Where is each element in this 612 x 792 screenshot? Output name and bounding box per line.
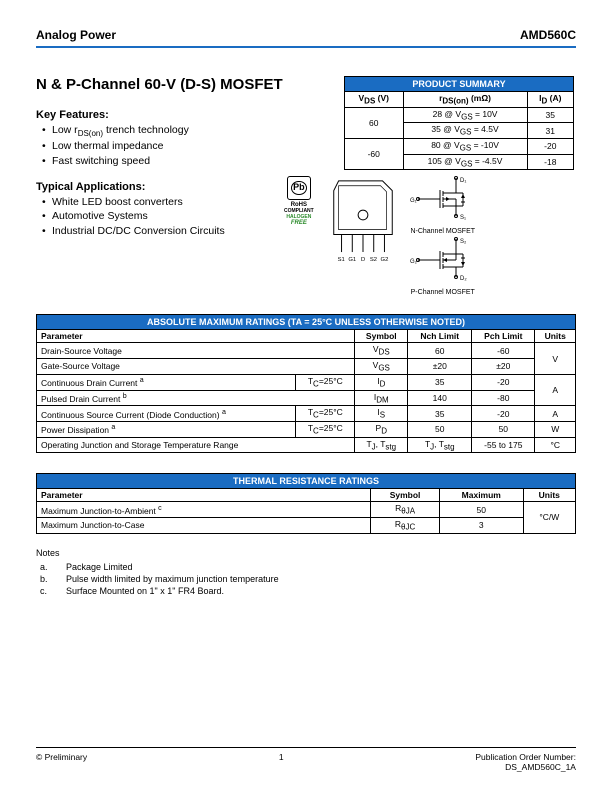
amr-title: ABSOLUTE MAXIMUM RATINGS (TA = 25°C UNLE… xyxy=(37,315,576,330)
note-item: a.Package Limited xyxy=(36,562,576,572)
n-channel-schematic: D₁ G₁ S₁ N-Channel MOSFET xyxy=(408,176,478,235)
svg-text:G2: G2 xyxy=(380,257,388,263)
table-row: Maximum Junction-to-Ambient c RθJA 50 °C… xyxy=(37,502,576,518)
svg-text:S1: S1 xyxy=(337,257,344,263)
svg-text:S₁: S₁ xyxy=(460,215,466,221)
key-features-heading: Key Features: xyxy=(36,109,336,121)
footer-pub-label: Publication Order Number: xyxy=(475,752,576,762)
p-channel-schematic: S₂ G₂ D₂ P-Channel MOSFET xyxy=(408,237,478,296)
applications-list: White LED boost converters Automotive Sy… xyxy=(36,195,336,239)
table-row: Continuous Drain Current a TC=25°C ID 35… xyxy=(37,374,576,390)
svg-text:D₁: D₁ xyxy=(460,178,466,184)
absolute-maximum-ratings-table: ABSOLUTE MAXIMUM RATINGS (TA = 25°C UNLE… xyxy=(36,314,576,453)
footer-left: © Preliminary xyxy=(36,752,87,772)
svg-text:G₁: G₁ xyxy=(410,198,417,204)
notes-section: Notes a.Package Limited b.Pulse width li… xyxy=(36,548,576,596)
table-header: VDS (V) xyxy=(345,92,404,108)
table-header: rDS(on) (mΩ) xyxy=(403,92,527,108)
table-row: Pulsed Drain Current b IDM 140 -80 xyxy=(37,390,576,406)
svg-text:D₂: D₂ xyxy=(460,276,467,282)
table-row: Operating Junction and Storage Temperatu… xyxy=(37,437,576,453)
product-summary-table: PRODUCT SUMMARY VDS (V) rDS(on) (mΩ) ID … xyxy=(344,76,574,170)
table-row: 60 28 @ VGS = 10V 35 xyxy=(345,107,574,123)
notes-heading: Notes xyxy=(36,548,576,558)
note-item: b.Pulse width limited by maximum junctio… xyxy=(36,574,576,584)
header-right: AMD560C xyxy=(520,28,576,42)
table-row: Drain-Source Voltage VDS 60 -60 V xyxy=(37,343,576,359)
thermal-resistance-table: THERMAL RESISTANCE RATINGS Parameter Sym… xyxy=(36,473,576,533)
product-summary-title: PRODUCT SUMMARY xyxy=(345,77,574,92)
list-item: Low thermal impedance xyxy=(42,139,336,154)
note-item: c.Surface Mounted on 1" x 1" FR4 Board. xyxy=(36,586,576,596)
svg-text:S2: S2 xyxy=(370,257,377,263)
footer-pub-num: DS_AMD560C_1A xyxy=(505,762,576,772)
list-item: Industrial DC/DC Conversion Circuits xyxy=(42,224,336,239)
table-row: Power Dissipation a TC=25°C PD 50 50 W xyxy=(37,421,576,437)
svg-text:S₂: S₂ xyxy=(460,239,467,245)
footer: © Preliminary 1 Publication Order Number… xyxy=(36,747,576,772)
footer-page: 1 xyxy=(279,752,284,772)
page-title: N & P-Channel 60-V (D-S) MOSFET xyxy=(36,76,336,93)
list-item: Automotive Systems xyxy=(42,209,336,224)
svg-text:G1: G1 xyxy=(348,257,356,263)
header-rule xyxy=(36,46,576,48)
list-item: White LED boost converters xyxy=(42,195,336,210)
svg-text:D: D xyxy=(361,257,365,263)
list-item: Fast switching speed xyxy=(42,154,336,169)
key-features-list: Low rDS(on) trench technology Low therma… xyxy=(36,123,336,169)
table-row: Maximum Junction-to-Case RθJC 3 xyxy=(37,517,576,533)
table-header: ID (A) xyxy=(527,92,573,108)
table-row: Gate-Source Voltage VGS ±20 ±20 xyxy=(37,359,576,375)
table-row: Continuous Source Current (Diode Conduct… xyxy=(37,406,576,422)
svg-text:G₂: G₂ xyxy=(410,259,418,265)
trr-title: THERMAL RESISTANCE RATINGS xyxy=(37,474,576,489)
table-row: -60 80 @ VGS = -10V -20 xyxy=(345,139,574,155)
header-left: Analog Power xyxy=(36,28,116,42)
list-item: Low rDS(on) trench technology xyxy=(42,123,336,139)
